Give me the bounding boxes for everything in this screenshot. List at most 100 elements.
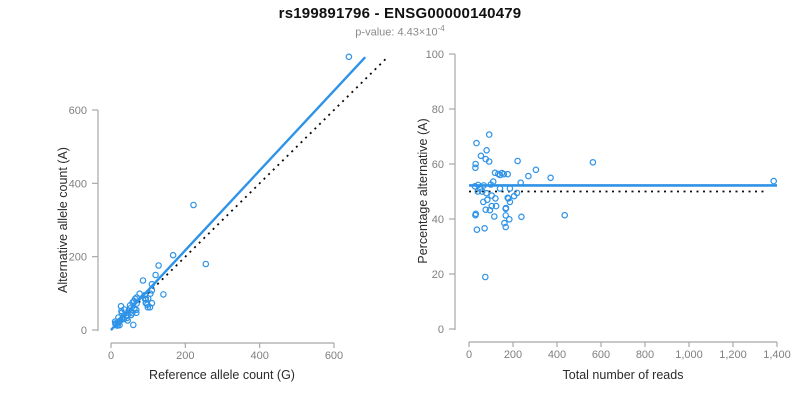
y-tick-label: 400 [69, 178, 87, 190]
data-point [472, 211, 479, 219]
data-point [487, 181, 495, 188]
right-points [471, 131, 778, 281]
page-title: rs199891796 - ENSG00000140479 [278, 5, 522, 22]
y-tick-label: 20 [432, 269, 444, 281]
data-point [479, 198, 487, 206]
x-tick-label: 600 [592, 349, 610, 361]
data-point [505, 216, 513, 223]
data-point [492, 195, 499, 202]
left-y-axis-title: Alternative allele count (A) [56, 147, 70, 293]
data-point [502, 212, 510, 219]
data-point [525, 172, 532, 180]
data-point [124, 317, 132, 324]
data-point [486, 206, 494, 214]
data-point [472, 164, 479, 172]
data-point [482, 206, 490, 214]
x-tick-label: 200 [504, 349, 522, 361]
data-point [770, 177, 778, 185]
data-point [485, 158, 493, 165]
data-point [155, 262, 162, 269]
data-point [496, 185, 504, 192]
data-point [473, 139, 480, 147]
right-x-axis-title: Total number of reads [563, 368, 684, 382]
data-point [169, 251, 177, 259]
data-point [500, 170, 508, 178]
data-point [127, 311, 135, 319]
data-point [477, 152, 485, 160]
left-points [111, 53, 353, 329]
data-point [148, 287, 156, 294]
data-point [190, 201, 197, 209]
data-point [471, 183, 479, 190]
data-point [502, 223, 510, 231]
x-tick-label: 1,200 [719, 349, 747, 361]
data-point [547, 174, 554, 182]
data-point [116, 321, 123, 329]
left-scatter-plot: 0 200 400 600 0 200 400 600 Reference allele co… [56, 53, 388, 382]
right-scatter-plot: 0 200 400 600 800 1,000 1,200 1,400 0 20 40 60 80 100… [416, 49, 791, 382]
x-tick-label: 600 [325, 350, 343, 362]
pvalue-subtitle: p-value: 4.43×10-4 [0, 24, 800, 39]
data-point [501, 219, 508, 227]
data-point [130, 321, 137, 329]
data-point [472, 160, 479, 168]
data-point [147, 290, 154, 298]
data-point [148, 280, 156, 288]
y-tick-label: 600 [69, 105, 87, 117]
data-point [345, 53, 353, 61]
data-point [514, 157, 521, 165]
y-tick-label: 40 [432, 214, 444, 226]
right-y-axis-title: Percentage alternative (A) [416, 118, 430, 263]
y-tick-label: 60 [432, 159, 444, 171]
x-tick-label: 400 [250, 350, 268, 362]
data-point [504, 170, 512, 178]
data-point [474, 188, 482, 195]
data-point [133, 306, 140, 314]
data-point [505, 195, 512, 202]
x-tick-label: 800 [636, 349, 654, 361]
left-axes: 0 200 400 600 0 200 400 600 [69, 105, 344, 362]
x-tick-label: 200 [176, 350, 194, 362]
x-tick-label: 400 [548, 349, 566, 361]
data-point [488, 192, 496, 199]
data-point [202, 260, 210, 268]
y-tick-label: 80 [432, 104, 444, 116]
data-point [481, 225, 488, 232]
data-point [133, 300, 140, 307]
data-point [506, 198, 514, 206]
right-axes: 0 200 400 600 800 1,000 1,200 1,400 0 20 40 60 80 100 [426, 49, 791, 361]
data-point [481, 273, 489, 281]
data-point [589, 159, 597, 166]
left-lines [110, 56, 388, 331]
data-point [142, 295, 150, 303]
data-point [146, 303, 154, 311]
y-tick-label: 0 [81, 325, 87, 337]
data-point [510, 192, 518, 200]
left-x-axis-title: Reference allele count (G) [149, 368, 295, 382]
data-point [506, 185, 514, 192]
data-point [561, 211, 569, 219]
data-point [136, 290, 143, 298]
data-point [144, 303, 152, 311]
data-point [473, 226, 481, 234]
pvalue-base: p-value: 4.43×10 [355, 26, 438, 39]
data-point [518, 213, 525, 221]
y-tick-label: 100 [426, 49, 444, 61]
y-tick-label: 0 [438, 324, 444, 336]
data-point [152, 271, 159, 279]
data-point [502, 204, 510, 212]
fit-line [110, 56, 367, 331]
data-point [517, 179, 525, 187]
x-tick-label: 1,400 [763, 349, 791, 361]
data-point [490, 213, 498, 220]
data-point [483, 147, 490, 154]
x-tick-label: 0 [466, 349, 472, 361]
y-tick-label: 200 [69, 252, 87, 264]
data-point [160, 291, 167, 298]
data-point [117, 302, 125, 310]
data-point [492, 202, 500, 210]
data-point [120, 315, 128, 323]
data-point [139, 277, 147, 284]
